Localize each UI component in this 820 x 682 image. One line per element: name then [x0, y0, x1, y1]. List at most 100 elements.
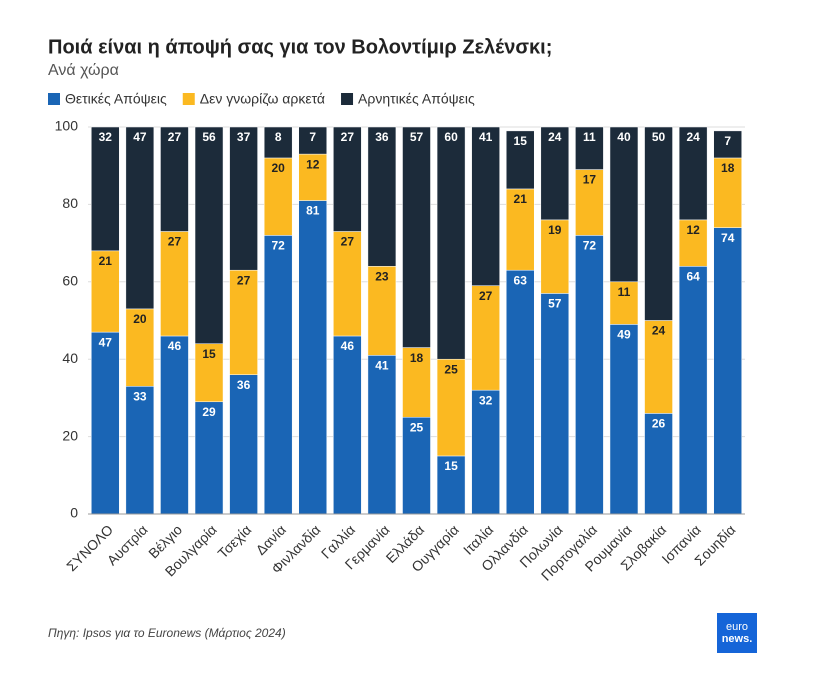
- y-tick-label: 40: [62, 350, 78, 366]
- y-tick-label: 100: [55, 118, 79, 134]
- value-label: 36: [237, 378, 251, 392]
- bar-segment: [644, 413, 673, 515]
- bar-segment: [91, 331, 120, 515]
- bar-segment: [505, 130, 535, 190]
- value-label: 81: [306, 204, 320, 218]
- bar-segment: [609, 281, 639, 325]
- bar-segment: [298, 126, 328, 155]
- value-label: 41: [375, 359, 389, 373]
- bar-segment: [367, 355, 397, 515]
- value-label: 7: [724, 134, 731, 148]
- value-label: 18: [410, 351, 424, 365]
- legend-swatch: [341, 93, 354, 105]
- value-label: 27: [341, 235, 355, 249]
- value-label: 12: [306, 157, 320, 171]
- y-tick-label: 60: [62, 273, 78, 289]
- value-label: 29: [202, 405, 216, 419]
- bar-segment: [505, 188, 535, 271]
- chart-subtitle: Ανά χώρα: [48, 62, 119, 79]
- value-label: 11: [583, 130, 596, 144]
- value-label: 21: [99, 254, 113, 268]
- bar-segment: [575, 235, 604, 515]
- source: Πηγη: Ipsos για το Euronews (Μάρτιος 202…: [48, 626, 286, 640]
- value-label: 24: [652, 324, 666, 338]
- bar-segment: [125, 308, 155, 387]
- bar-segment: [609, 126, 639, 283]
- legend-label: Δεν γνωρίζω αρκετά: [200, 91, 325, 107]
- chart-title: Ποιά είναι η άποψή σας για τον Βολοντίμι…: [48, 36, 552, 58]
- bar-segment: [609, 324, 639, 515]
- value-label: 12: [686, 223, 700, 237]
- legend-label: Θετικές Απόψεις: [65, 91, 167, 107]
- bar-segment: [471, 285, 500, 391]
- bar-segment: [540, 219, 570, 294]
- bar-segment: [713, 130, 742, 159]
- legend-swatch: [48, 93, 60, 105]
- bar-segment: [298, 153, 328, 201]
- x-tick-label: ΣΥΝΟΛΟ: [63, 521, 116, 574]
- value-label: 56: [202, 130, 216, 144]
- value-label: 41: [479, 130, 493, 144]
- logo-text: euro: [726, 621, 748, 633]
- value-label: 19: [548, 223, 562, 237]
- bar-segment: [505, 269, 535, 515]
- value-label: 47: [99, 335, 113, 349]
- value-label: 20: [133, 312, 147, 326]
- bar-segment: [678, 219, 708, 267]
- value-label: 74: [721, 231, 735, 245]
- bar-segment: [644, 126, 673, 321]
- value-label: 47: [133, 130, 147, 144]
- value-label: 49: [617, 328, 631, 342]
- legend-swatch: [182, 93, 195, 105]
- value-label: 27: [341, 130, 355, 144]
- bar-segment: [402, 347, 431, 418]
- value-label: 33: [133, 389, 147, 403]
- y-tick-label: 20: [62, 427, 78, 443]
- bar-segment: [471, 126, 500, 286]
- bar-segment: [436, 358, 466, 457]
- bar-segment: [263, 157, 293, 236]
- bar-segment: [263, 126, 293, 159]
- value-label: 11: [618, 285, 631, 299]
- value-label: 18: [721, 161, 735, 175]
- bar-segment: [91, 250, 120, 333]
- logo-text: news.: [722, 633, 753, 645]
- y-tick-label: 80: [62, 195, 78, 211]
- value-label: 7: [309, 130, 316, 144]
- bar-segment: [436, 126, 466, 360]
- bar-segment: [229, 126, 258, 271]
- bar-segment: [229, 374, 258, 515]
- value-label: 25: [410, 420, 424, 434]
- bar-segment: [575, 126, 604, 170]
- value-label: 46: [341, 339, 355, 353]
- bar-segment: [333, 231, 362, 337]
- bar-segment: [194, 126, 224, 344]
- value-label: 15: [202, 347, 216, 361]
- value-label: 25: [444, 362, 458, 376]
- value-label: 50: [652, 130, 666, 144]
- x-tick-label: Τσεχία: [214, 521, 254, 561]
- value-label: 26: [652, 417, 666, 431]
- y-tick-label: 0: [70, 505, 78, 521]
- value-label: 8: [275, 130, 282, 144]
- bar-segment: [125, 386, 155, 515]
- bar-segment: [402, 126, 431, 348]
- value-label: 17: [583, 173, 597, 187]
- bar-segment: [263, 235, 293, 515]
- value-label: 72: [272, 239, 286, 253]
- value-label: 57: [410, 130, 424, 144]
- value-label: 60: [444, 130, 458, 144]
- bar-segment: [125, 126, 155, 310]
- bar-segment: [678, 266, 708, 515]
- bar-segment: [160, 335, 189, 515]
- bar-segment: [436, 455, 466, 515]
- value-label: 46: [168, 339, 182, 353]
- value-label: 64: [686, 269, 700, 283]
- bar-segment: [540, 293, 570, 515]
- bar-segment: [644, 320, 673, 414]
- value-label: 57: [548, 297, 562, 311]
- bar-segment: [333, 126, 362, 232]
- bar-segment: [367, 266, 397, 356]
- bar-segment: [194, 343, 224, 403]
- value-label: 63: [514, 273, 528, 287]
